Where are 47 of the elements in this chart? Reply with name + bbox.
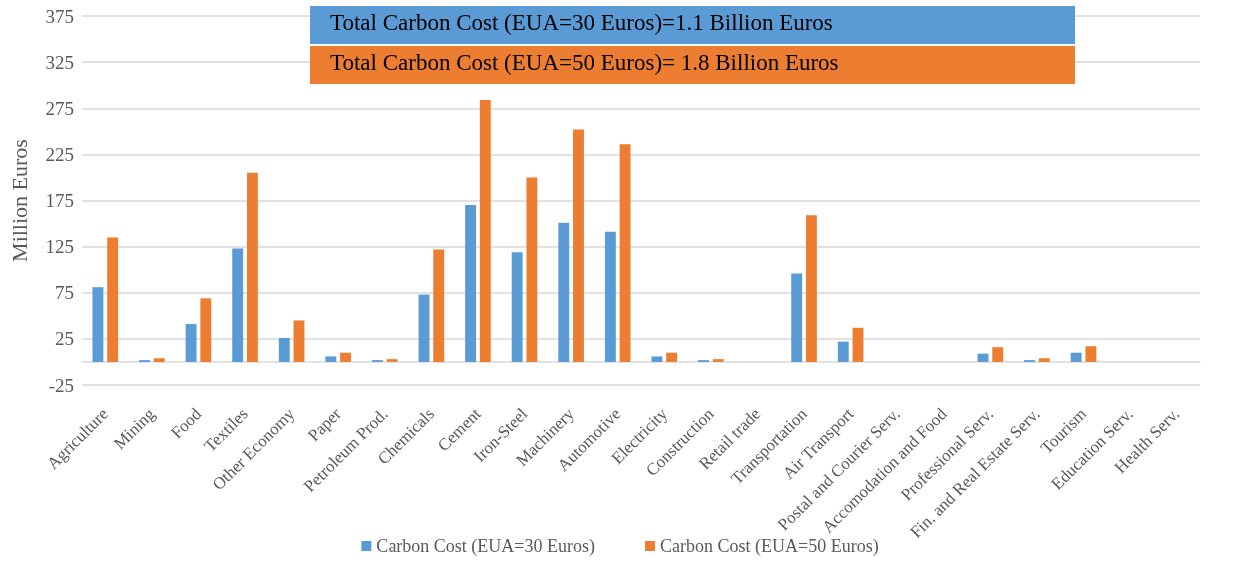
bar <box>232 248 244 362</box>
bar <box>293 320 305 362</box>
bar <box>153 358 165 362</box>
bar <box>92 287 104 362</box>
y-tick-label: 275 <box>45 97 74 119</box>
y-tick-label: 325 <box>45 51 74 73</box>
bar <box>479 99 491 362</box>
y-tick-label: 75 <box>55 282 74 304</box>
bar <box>418 294 430 362</box>
bar <box>325 356 337 362</box>
bar <box>837 341 849 362</box>
bar <box>340 352 352 362</box>
bar <box>651 356 663 362</box>
annotation: Total Carbon Cost (EUA=50 Euros)= 1.8 Billion Euros <box>329 49 839 77</box>
bar <box>278 337 290 362</box>
y-tick-label: 125 <box>45 236 74 258</box>
y-tick-label: 25 <box>55 328 74 350</box>
y-tick-label: -25 <box>48 374 74 396</box>
bar <box>805 215 817 362</box>
bar <box>433 249 445 362</box>
bar <box>619 144 631 362</box>
bar <box>526 177 538 362</box>
bar <box>573 129 584 362</box>
bar <box>791 273 803 362</box>
y-axis-title: Million Euros <box>6 139 32 262</box>
legend-label: Carbon Cost (EUA=30 Euros) <box>376 536 596 557</box>
bar <box>1038 358 1050 362</box>
bar <box>511 252 523 362</box>
bar <box>185 324 197 362</box>
annotation: Total Carbon Cost (EUA=30 Euros)=1.1 Billion Euros <box>329 9 833 37</box>
bar <box>107 237 119 362</box>
bar <box>200 298 212 362</box>
bar <box>666 352 678 362</box>
bar <box>852 327 864 362</box>
bar <box>246 172 258 362</box>
bar <box>992 347 1004 362</box>
y-tick-label: 175 <box>45 190 74 211</box>
y-tick-label: 375 <box>45 5 74 27</box>
bar <box>1070 352 1082 362</box>
bar <box>1085 346 1097 362</box>
bar <box>712 359 724 362</box>
bar <box>465 205 477 362</box>
bar <box>604 231 616 362</box>
y-tick-label: 225 <box>45 143 74 165</box>
bar <box>386 359 398 362</box>
legend-label: Carbon Cost (EUA=50 Euros) <box>660 536 879 557</box>
bar <box>558 222 570 362</box>
